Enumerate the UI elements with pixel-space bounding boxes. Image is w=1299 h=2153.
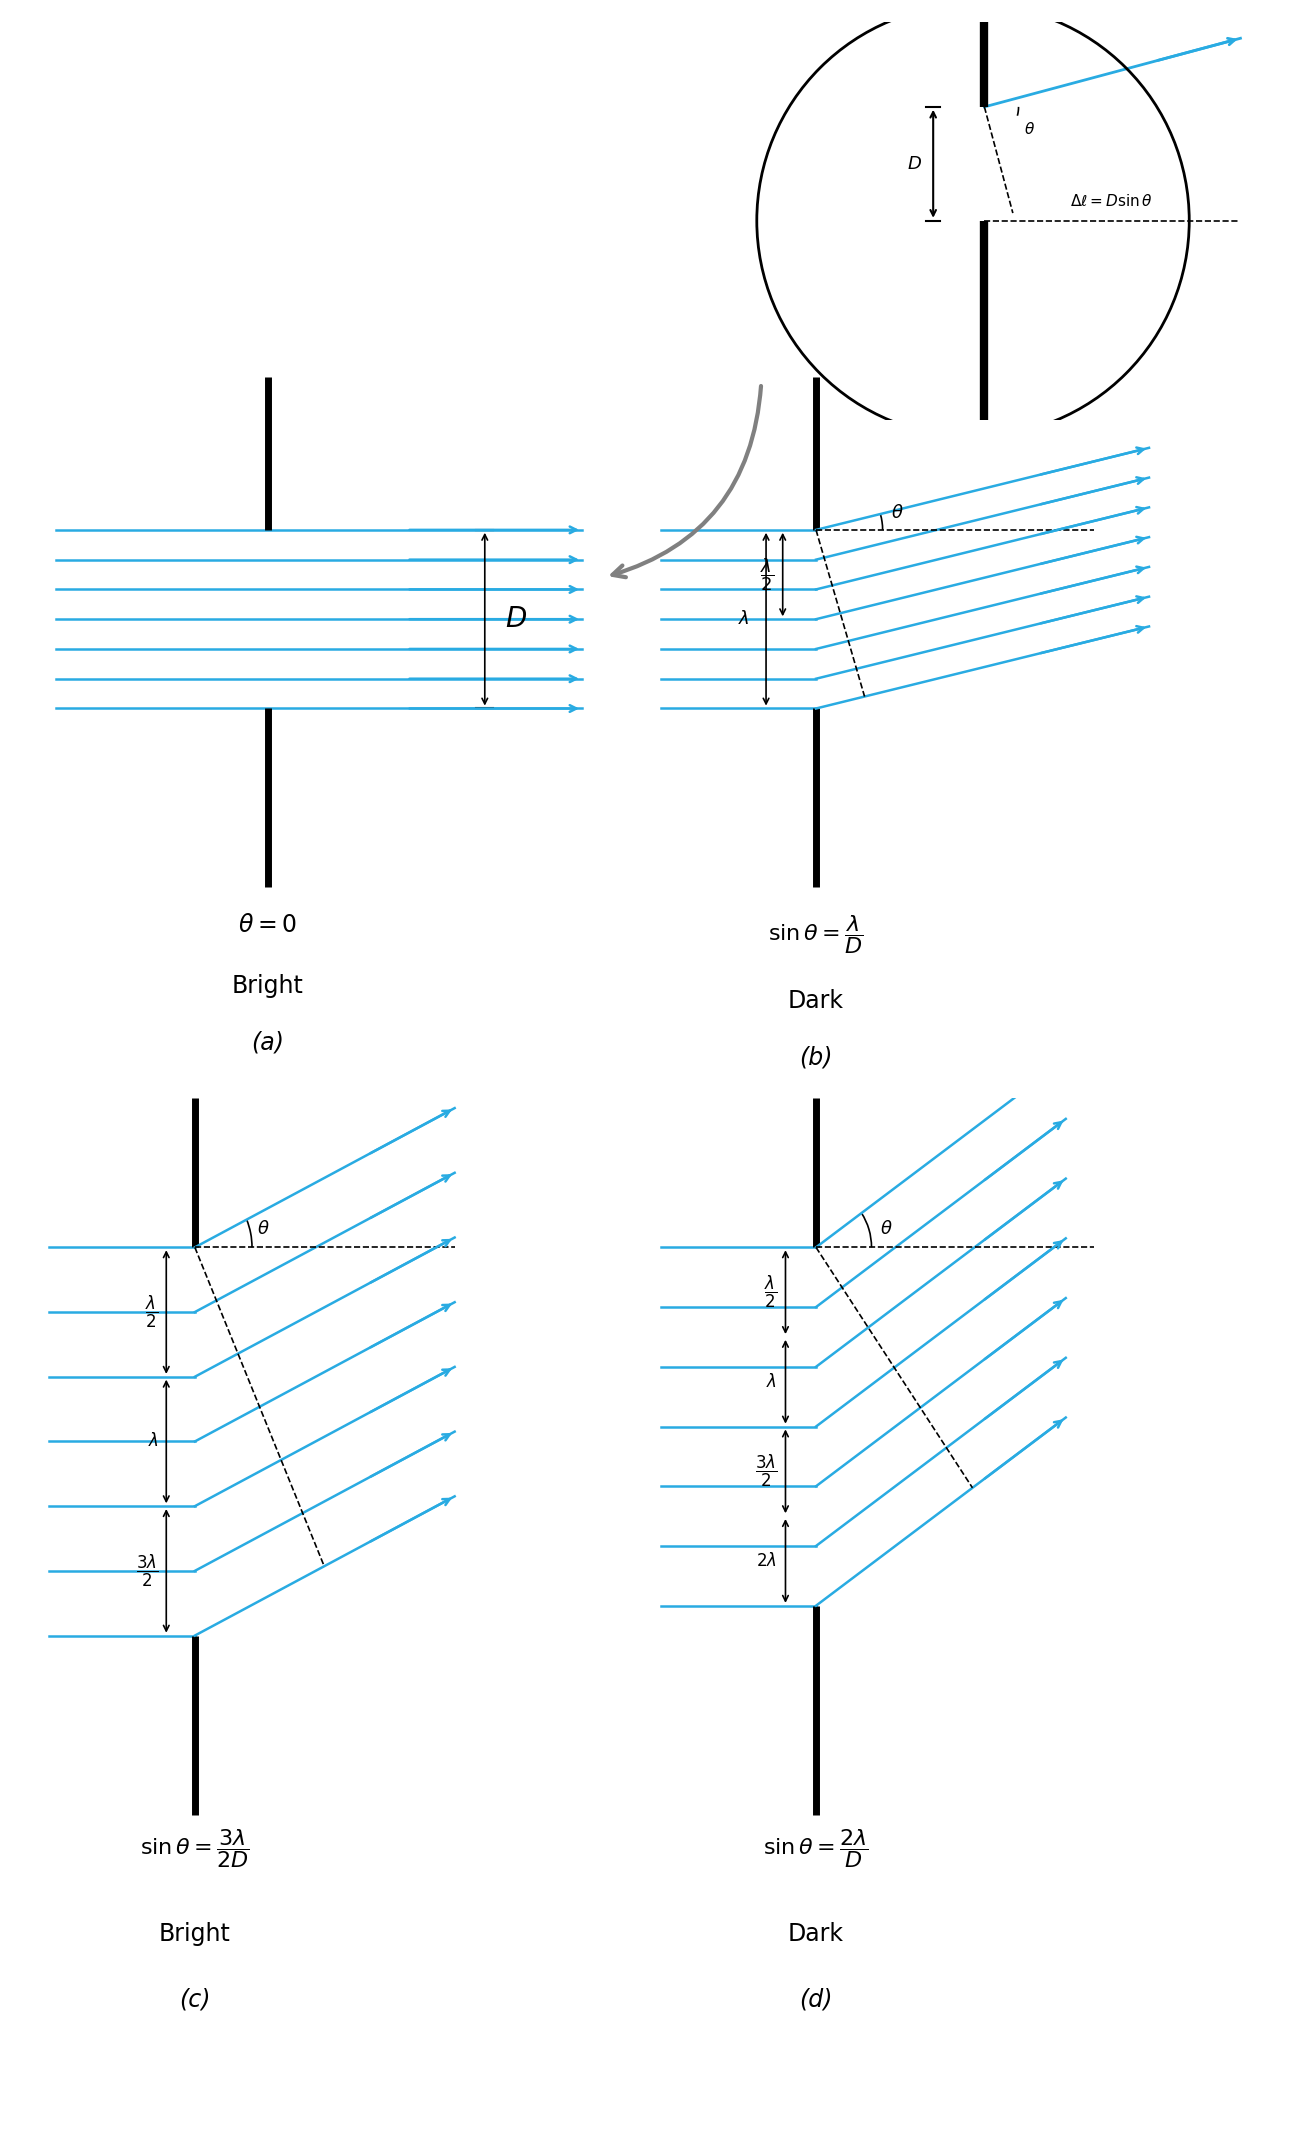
- Text: Dark: Dark: [788, 988, 844, 1014]
- Text: $\dfrac{\lambda}{2}$: $\dfrac{\lambda}{2}$: [145, 1294, 158, 1331]
- Text: $\sin\theta = \dfrac{2\lambda}{D}$: $\sin\theta = \dfrac{2\lambda}{D}$: [763, 1826, 869, 1869]
- Text: $\theta$: $\theta$: [257, 1221, 270, 1238]
- Text: $D$: $D$: [505, 605, 527, 633]
- Text: $\theta$: $\theta$: [891, 504, 904, 523]
- Text: $D$: $D$: [907, 155, 922, 172]
- Text: $\dfrac{\lambda}{2}$: $\dfrac{\lambda}{2}$: [764, 1275, 777, 1311]
- Text: $\dfrac{3\lambda}{2}$: $\dfrac{3\lambda}{2}$: [755, 1453, 777, 1490]
- Text: $\dfrac{\lambda}{2}$: $\dfrac{\lambda}{2}$: [760, 555, 774, 592]
- FancyArrowPatch shape: [612, 385, 761, 577]
- Text: (b): (b): [799, 1046, 833, 1070]
- Text: $\Delta\ell = D\sin\theta$: $\Delta\ell = D\sin\theta$: [1070, 194, 1152, 209]
- Text: $\theta = 0$: $\theta = 0$: [238, 913, 297, 937]
- Text: $\theta$: $\theta$: [1024, 121, 1035, 138]
- Text: $\lambda$: $\lambda$: [766, 1374, 777, 1391]
- Text: $\theta$: $\theta$: [879, 1221, 892, 1238]
- Text: (a): (a): [251, 1029, 284, 1055]
- Text: $\sin\theta = \dfrac{3\lambda}{2D}$: $\sin\theta = \dfrac{3\lambda}{2D}$: [140, 1826, 249, 1869]
- Text: Bright: Bright: [158, 1923, 231, 1946]
- Text: $\lambda$: $\lambda$: [148, 1432, 158, 1451]
- Text: Dark: Dark: [788, 1923, 844, 1946]
- Text: $\dfrac{3\lambda}{2}$: $\dfrac{3\lambda}{2}$: [136, 1552, 158, 1589]
- Text: $\sin\theta = \dfrac{\lambda}{D}$: $\sin\theta = \dfrac{\lambda}{D}$: [768, 913, 864, 956]
- Text: (d): (d): [799, 1987, 833, 2013]
- Text: (c): (c): [179, 1987, 210, 2013]
- Text: $2\lambda$: $2\lambda$: [756, 1552, 777, 1570]
- Text: $\lambda$: $\lambda$: [738, 609, 750, 629]
- Text: Bright: Bright: [231, 973, 304, 997]
